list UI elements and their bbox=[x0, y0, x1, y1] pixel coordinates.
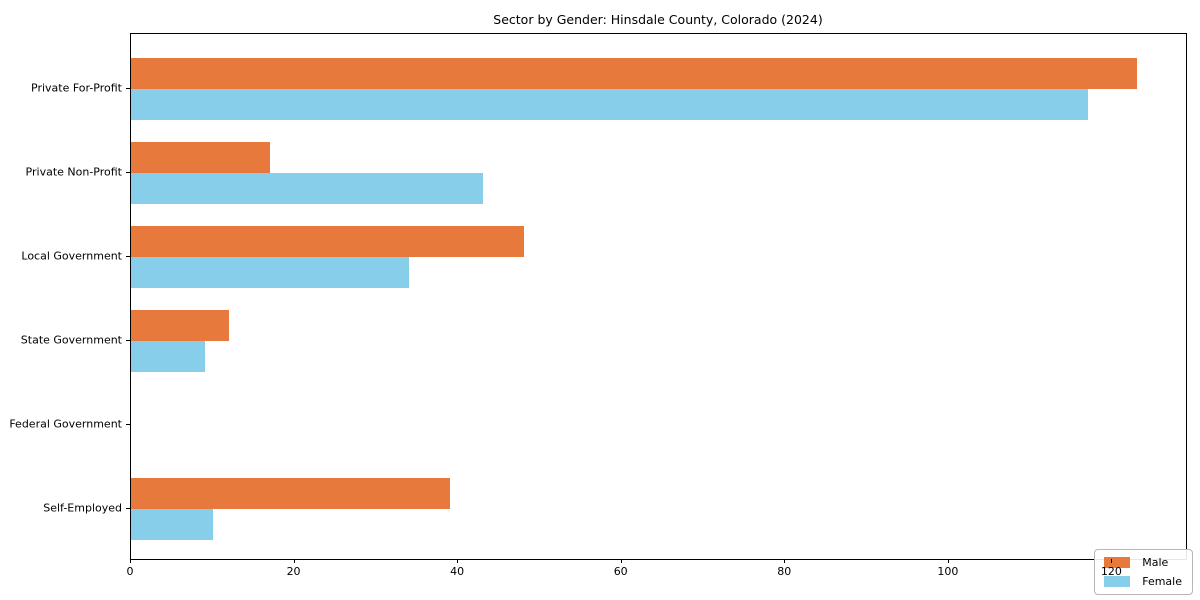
plot-area bbox=[130, 33, 1187, 560]
x-tick-mark bbox=[784, 559, 786, 563]
legend-item-male: Male bbox=[1104, 556, 1182, 569]
chart-title: Sector by Gender: Hinsdale County, Color… bbox=[493, 12, 823, 27]
y-tick-label-federal-government: Federal Government bbox=[9, 417, 122, 431]
x-tick-label-80: 80 bbox=[777, 565, 792, 578]
x-tick-mark bbox=[620, 559, 622, 563]
x-tick-mark bbox=[130, 559, 131, 563]
bar-female-private-for-profit bbox=[131, 89, 1088, 120]
y-tick-label-private-for-profit: Private For-Profit bbox=[31, 81, 122, 95]
x-tick-mark bbox=[293, 559, 295, 563]
x-tick-mark bbox=[457, 559, 459, 563]
x-tick-label-120: 120 bbox=[1100, 565, 1122, 578]
y-tick-mark bbox=[126, 88, 130, 89]
bar-female-state-government bbox=[131, 341, 205, 372]
x-tick-mark bbox=[947, 559, 949, 563]
y-tick-mark bbox=[126, 340, 130, 341]
legend-item-female: Female bbox=[1104, 575, 1182, 588]
x-tick-label-100: 100 bbox=[937, 565, 959, 578]
y-tick-label-private-non-profit: Private Non-Profit bbox=[25, 165, 122, 179]
bar-male-self-employed bbox=[131, 478, 450, 509]
x-tick-label-20: 20 bbox=[286, 565, 301, 578]
bar-male-state-government bbox=[131, 310, 230, 341]
y-tick-mark bbox=[126, 256, 130, 257]
y-tick-label-state-government: State Government bbox=[20, 333, 122, 347]
x-tick-label-60: 60 bbox=[613, 565, 628, 578]
female-swatch-icon bbox=[1104, 576, 1131, 587]
y-tick-mark bbox=[126, 172, 130, 173]
x-tick-mark bbox=[1111, 559, 1113, 563]
legend-label-male: Male bbox=[1142, 556, 1169, 569]
legend: Male Female bbox=[1094, 549, 1193, 595]
bar-female-private-non-profit bbox=[131, 173, 483, 204]
bar-male-private-for-profit bbox=[131, 58, 1137, 89]
x-tick-label-0: 0 bbox=[126, 565, 134, 578]
bar-male-local-government bbox=[131, 226, 524, 257]
y-tick-label-self-employed: Self-Employed bbox=[43, 501, 122, 515]
y-tick-mark bbox=[126, 508, 130, 509]
x-tick-label-40: 40 bbox=[450, 565, 465, 578]
y-tick-label-local-government: Local Government bbox=[21, 249, 122, 263]
bar-female-self-employed bbox=[131, 509, 213, 540]
bar-female-local-government bbox=[131, 257, 410, 288]
bar-male-private-non-profit bbox=[131, 142, 271, 173]
male-swatch-icon bbox=[1104, 557, 1131, 568]
y-tick-mark bbox=[126, 424, 130, 425]
legend-label-female: Female bbox=[1142, 575, 1182, 588]
